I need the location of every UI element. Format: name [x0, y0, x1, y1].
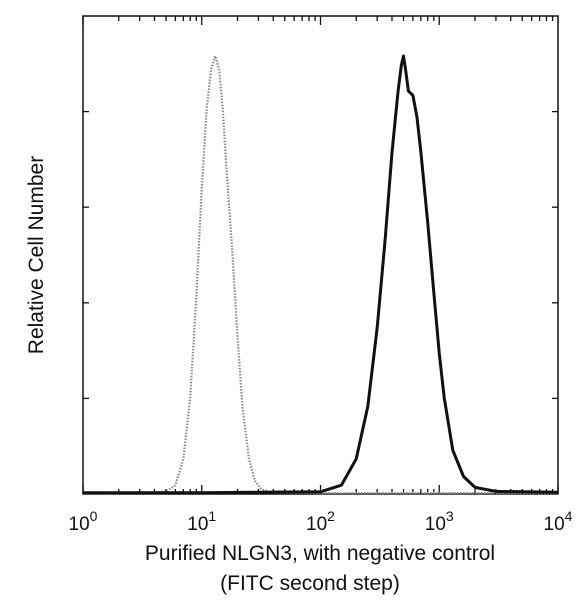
x-tick-label: 100 — [69, 508, 98, 535]
x-axis-label: Purified NLGN3, with negative control — [145, 542, 495, 565]
x-tick-label: 103 — [425, 508, 454, 535]
x-tick-label: 104 — [544, 508, 573, 535]
plot-frame — [82, 15, 559, 495]
axis-ticks — [82, 16, 559, 494]
histogram-series-2 — [83, 54, 559, 495]
y-axis-label: Relative Cell Number — [25, 156, 48, 354]
histogram-series-1 — [82, 54, 558, 496]
x-axis-label-line2: (FITC second step) — [220, 572, 400, 595]
x-tick-label: 101 — [187, 508, 216, 535]
x-tick-labels: 100 101 102 103 104 — [69, 508, 573, 535]
x-tick-label: 102 — [306, 508, 335, 535]
histogram-curves — [82, 54, 559, 496]
